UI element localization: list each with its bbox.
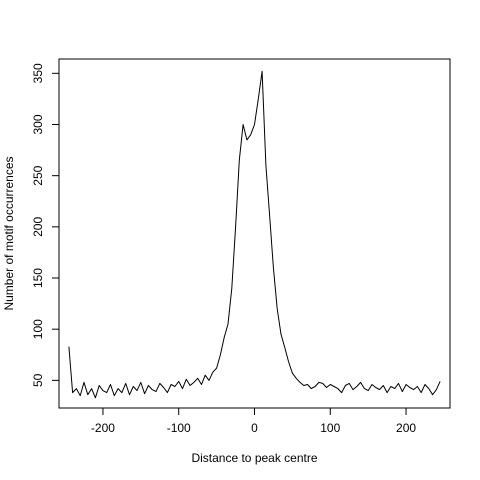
- x-tick-label: 0: [251, 421, 258, 435]
- x-tick-label: -100: [167, 421, 191, 435]
- plot-box: [58, 58, 451, 409]
- y-tick-label: 250: [31, 165, 45, 185]
- series-line: [68, 70, 441, 399]
- x-tick-label: 200: [396, 421, 416, 435]
- x-tick-label: -200: [91, 421, 115, 435]
- y-tick-label: 50: [31, 373, 45, 387]
- x-axis-label: Distance to peak centre: [191, 451, 317, 465]
- x-axis: -200 -100 0 100 200: [91, 407, 416, 435]
- series-layer: [68, 70, 441, 399]
- y-tick-label: 350: [31, 63, 45, 83]
- y-tick-label: 150: [31, 268, 45, 288]
- y-axis-label: Number of motif occurrences: [2, 156, 16, 310]
- y-tick-label: 200: [31, 217, 45, 237]
- x-tick-label: 100: [320, 421, 340, 435]
- y-axis: 50 100 150 200 250 300 350: [31, 63, 60, 387]
- y-tick-label: 300: [31, 114, 45, 134]
- y-tick-label: 100: [31, 319, 45, 339]
